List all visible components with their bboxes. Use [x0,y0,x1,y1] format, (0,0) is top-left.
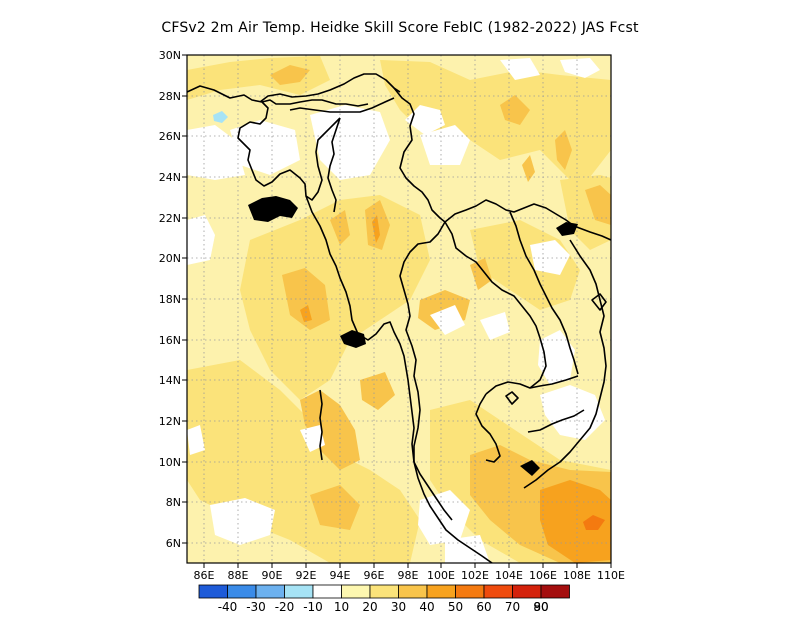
colorbar-label: 20 [362,600,377,614]
colorbar-swatch [540,584,570,599]
x-tick-label: 98E [398,569,419,582]
colorbar-label: 90 [533,600,548,614]
y-tick-label: 20N [159,252,181,265]
cambodia-vietnam-border [527,409,585,433]
india-north-border [259,73,401,103]
y-tick-label: 12N [159,415,181,428]
hainan-coast [591,293,607,311]
map-plot [187,55,611,563]
colorbar-swatch [455,584,485,599]
colorbar-swatch [483,584,513,599]
colorbar-label: 10 [334,600,349,614]
y-tick-label: 30N [159,49,181,62]
y-tick-label: 28N [159,90,181,103]
x-tick-label: 104E [495,569,523,582]
colorbar-label: 60 [476,600,491,614]
x-tick-label: 90E [262,569,283,582]
colorbar-swatch [369,584,399,599]
skill-band-40-50 [300,215,611,563]
colorbar-label: -30 [246,600,266,614]
colorbar-label: 50 [448,600,463,614]
myanmar-china-border [393,87,446,223]
skill-band-neutral [187,58,605,563]
colorbar-label: -40 [218,600,238,614]
tonle-sap [505,391,519,405]
myanmar-west-border [327,117,341,213]
x-tick-label: 86E [194,569,215,582]
y-tick-label: 24N [159,171,181,184]
vietnam-coast [523,225,611,489]
colorbar-label: 70 [505,600,520,614]
colorbar-swatch [284,584,314,599]
myanmar-laos-thailand-border [399,221,446,462]
map-grid [187,55,611,563]
skill-band-50-60 [583,515,605,530]
colorbar-label: -20 [275,600,295,614]
country-borders [187,73,611,563]
y-tick-label: 26N [159,130,181,143]
laos-thailand-border [444,221,547,389]
x-tick-label: 96E [364,569,385,582]
colorbar [198,584,570,599]
x-tick-label: 102E [461,569,489,582]
colorbar-label: -10 [303,600,323,614]
y-tick-label: 16N [159,334,181,347]
y-tick-label: 18N [159,293,181,306]
colorbar-swatch [512,584,542,599]
myanmar-coast [305,195,493,563]
sikkim-bhutan [261,99,369,107]
thailand-gulf-coast [475,393,501,463]
x-tick-label: 106E [529,569,557,582]
colorbar-swatch [255,584,285,599]
x-tick-label: 94E [330,569,351,582]
x-tick-label: 100E [427,569,455,582]
plot-frame [186,54,612,564]
y-tick-label: 10N [159,456,181,469]
malay-coast [413,461,453,521]
x-tick-label: 110E [597,569,625,582]
x-tick-label: 88E [228,569,249,582]
china-laos-vietnam-border [444,199,575,227]
axis-ticks [182,54,612,568]
map-title: CFSv2 2m Air Temp. Heidke Skill Score Fe… [161,20,639,36]
colorbar-swatch [341,584,371,599]
skill-band-negative [213,111,228,123]
x-tick-label: 92E [296,569,317,582]
thailand-cambodia-border [485,375,579,395]
colorbar-swatch [426,584,456,599]
colorbar-swatch [398,584,428,599]
andaman-islands [319,389,323,461]
y-tick-label: 6N [166,537,181,550]
colorbar-label: 30 [391,600,406,614]
x-axis-labels: 86E 88E 90E 92E 94E 96E 98E 100E 102E 10… [194,569,625,582]
y-axis-labels: 6N 8N 10N 12N 14N 16N 18N 20N 22N 24N 26… [159,49,181,550]
y-tick-label: 22N [159,212,181,225]
river-deltas [248,196,578,476]
laos-vietnam-border [509,211,579,375]
y-tick-label: 14N [159,374,181,387]
assam-valley [289,97,395,113]
colorbar-swatch [198,584,228,599]
y-tick-label: 8N [166,496,181,509]
colorbar-swatch [312,584,342,599]
india-bangladesh-border [187,85,341,201]
x-tick-label: 108E [563,569,591,582]
colorbar-swatch [227,584,257,599]
colorbar-label: 80 [533,600,548,614]
colorbar-label: 40 [419,600,434,614]
